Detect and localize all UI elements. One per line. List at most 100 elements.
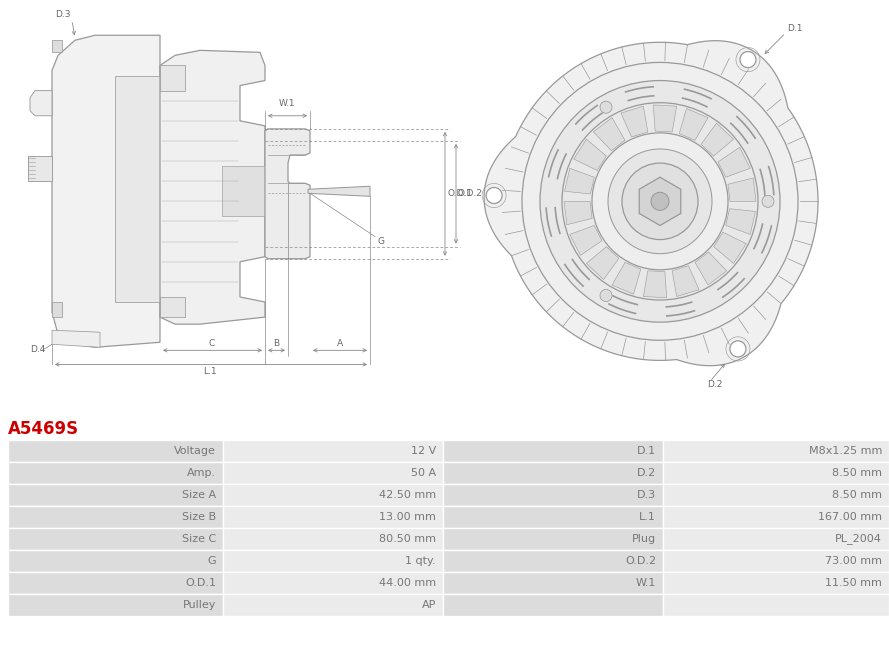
Bar: [663, 594, 889, 616]
Bar: [443, 484, 663, 506]
Polygon shape: [564, 202, 592, 225]
Bar: [223, 506, 443, 528]
Text: 50 A: 50 A: [411, 468, 436, 478]
Polygon shape: [222, 166, 265, 216]
Bar: [8, 440, 223, 461]
Bar: [223, 572, 443, 594]
Bar: [8, 506, 223, 528]
Polygon shape: [695, 252, 726, 285]
Circle shape: [622, 163, 698, 240]
Text: Amp.: Amp.: [187, 468, 216, 478]
Text: O.D.1: O.D.1: [185, 578, 216, 588]
Polygon shape: [672, 266, 699, 296]
Text: Size A: Size A: [182, 490, 216, 500]
Polygon shape: [28, 156, 52, 181]
Text: O.D.2: O.D.2: [458, 188, 483, 198]
Text: 73.00 mm: 73.00 mm: [825, 556, 882, 566]
Bar: [663, 506, 889, 528]
Text: 1 qty.: 1 qty.: [405, 556, 436, 566]
Polygon shape: [115, 75, 160, 302]
Polygon shape: [587, 246, 619, 280]
Text: D.2: D.2: [707, 380, 722, 389]
Polygon shape: [621, 106, 648, 137]
Bar: [663, 528, 889, 550]
Polygon shape: [728, 178, 756, 202]
Text: O.D.2: O.D.2: [625, 556, 656, 566]
Text: B: B: [273, 339, 279, 348]
Bar: [8, 462, 223, 484]
Text: Size B: Size B: [182, 512, 216, 522]
Text: O.D.1: O.D.1: [447, 188, 472, 198]
Polygon shape: [52, 302, 62, 317]
Text: 167.00 mm: 167.00 mm: [818, 512, 882, 522]
Polygon shape: [701, 123, 733, 156]
Polygon shape: [52, 35, 160, 347]
Text: A5469S: A5469S: [8, 420, 79, 437]
Bar: [8, 484, 223, 506]
Text: G: G: [378, 237, 385, 246]
Text: D.3: D.3: [637, 490, 656, 500]
Circle shape: [608, 149, 712, 254]
Bar: [8, 594, 223, 616]
Circle shape: [600, 101, 612, 113]
Text: D.2: D.2: [637, 468, 656, 478]
Circle shape: [562, 103, 758, 300]
Polygon shape: [160, 297, 185, 317]
Polygon shape: [725, 209, 756, 235]
Bar: [443, 528, 663, 550]
Circle shape: [600, 289, 612, 302]
Circle shape: [740, 51, 756, 68]
Bar: [443, 550, 663, 572]
Polygon shape: [653, 105, 677, 132]
Text: M8x1.25 mm: M8x1.25 mm: [809, 446, 882, 456]
Bar: [663, 440, 889, 461]
Polygon shape: [679, 109, 708, 140]
Text: 8.50 mm: 8.50 mm: [832, 490, 882, 500]
Text: PL_2004: PL_2004: [835, 534, 882, 544]
Bar: [663, 572, 889, 594]
Polygon shape: [160, 50, 265, 324]
Text: W.1: W.1: [636, 578, 656, 588]
Text: 80.50 mm: 80.50 mm: [379, 534, 436, 544]
Polygon shape: [308, 187, 370, 196]
Bar: [223, 528, 443, 550]
Bar: [443, 594, 663, 616]
Circle shape: [592, 133, 728, 270]
Text: Pulley: Pulley: [182, 600, 216, 610]
Polygon shape: [30, 90, 52, 116]
Text: 12 V: 12 V: [411, 446, 436, 456]
Circle shape: [486, 187, 502, 203]
Polygon shape: [570, 226, 602, 255]
Circle shape: [540, 81, 780, 322]
Polygon shape: [612, 263, 641, 294]
Bar: [663, 484, 889, 506]
Text: L.1: L.1: [204, 367, 217, 376]
Bar: [223, 484, 443, 506]
Bar: [8, 550, 223, 572]
Bar: [223, 550, 443, 572]
Text: 42.50 mm: 42.50 mm: [379, 490, 436, 500]
Text: D.1: D.1: [637, 446, 656, 456]
Text: Plug: Plug: [632, 534, 656, 544]
Polygon shape: [565, 168, 594, 194]
Polygon shape: [714, 232, 746, 263]
Text: Voltage: Voltage: [174, 446, 216, 456]
Text: Size C: Size C: [181, 534, 216, 544]
Circle shape: [730, 341, 746, 357]
Circle shape: [651, 192, 669, 211]
Polygon shape: [160, 66, 185, 90]
Polygon shape: [718, 148, 750, 177]
Bar: [443, 440, 663, 461]
Bar: [663, 550, 889, 572]
Circle shape: [762, 195, 774, 207]
Circle shape: [522, 62, 798, 340]
Polygon shape: [265, 129, 310, 259]
Polygon shape: [639, 177, 681, 226]
Text: AP: AP: [421, 600, 436, 610]
Bar: [663, 462, 889, 484]
Text: D.3: D.3: [55, 10, 70, 19]
Text: L.1: L.1: [639, 512, 656, 522]
Text: 11.50 mm: 11.50 mm: [825, 578, 882, 588]
Text: 13.00 mm: 13.00 mm: [379, 512, 436, 522]
Text: D.4: D.4: [30, 345, 45, 354]
